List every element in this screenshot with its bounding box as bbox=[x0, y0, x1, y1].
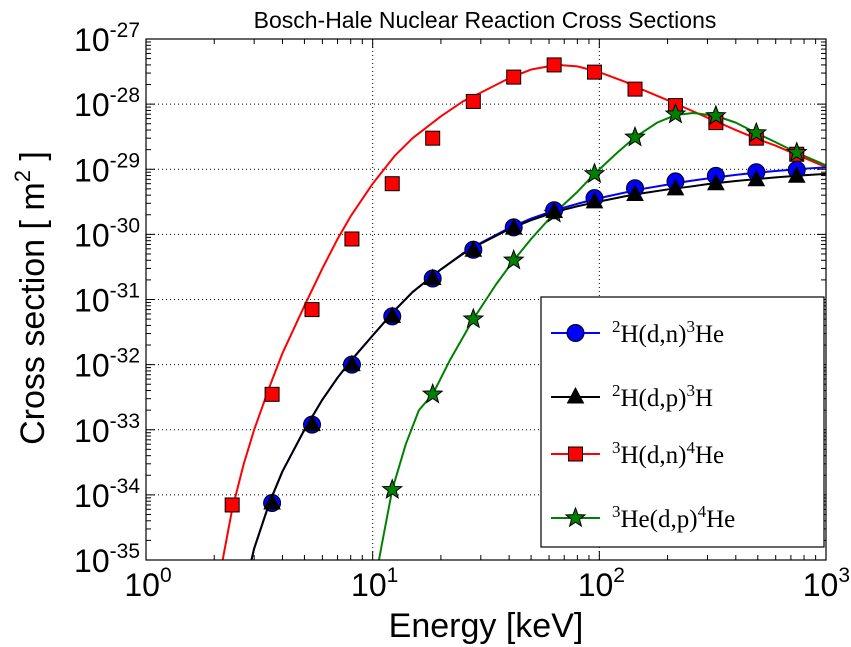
data-point bbox=[303, 414, 321, 432]
data-point bbox=[787, 166, 806, 183]
y-tick-label: 10-27 bbox=[74, 19, 140, 58]
legend-entry-label: 2H(d,p)3H bbox=[612, 381, 713, 412]
x-tick-label: 102 bbox=[578, 564, 625, 603]
series-line bbox=[377, 112, 826, 560]
data-point bbox=[627, 81, 643, 97]
data-point bbox=[705, 104, 727, 126]
data-point bbox=[343, 354, 361, 372]
y-axis-label-sup: 2 bbox=[10, 170, 35, 182]
data-point bbox=[545, 201, 563, 218]
markers bbox=[224, 57, 808, 513]
legend-entry-label: 3H(d,n)4He bbox=[612, 438, 724, 469]
legend-entry-label: 2H(d,n)3He bbox=[612, 317, 724, 348]
data-point bbox=[546, 57, 562, 73]
data-point bbox=[423, 268, 442, 286]
legend-entry-label: 3He(d,p)4He bbox=[612, 502, 735, 533]
data-point bbox=[381, 478, 404, 499]
data-point bbox=[666, 178, 685, 196]
y-tick-label: 10-29 bbox=[74, 149, 140, 188]
data-point bbox=[304, 302, 320, 318]
data-point bbox=[664, 102, 687, 124]
x-tick-label: 101 bbox=[351, 564, 398, 603]
data-point bbox=[344, 231, 360, 247]
data-point bbox=[747, 169, 766, 187]
y-tick-label: 10-35 bbox=[74, 540, 140, 579]
data-point bbox=[626, 184, 644, 201]
y-tick-label: 10-34 bbox=[74, 475, 140, 514]
data-point bbox=[384, 176, 400, 192]
data-point bbox=[586, 64, 602, 80]
y-tick-labels: 10-35 10-34 10-33 10-32 10-31 10-30 10-29 10-28… bbox=[74, 19, 140, 579]
y-axis-label-end: ] bbox=[14, 151, 52, 170]
data-point bbox=[745, 121, 768, 143]
chart-title: Bosch-Hale Nuclear Reaction Cross Sectio… bbox=[254, 7, 717, 33]
data-point bbox=[502, 248, 525, 270]
y-tick-label: 10-32 bbox=[74, 345, 140, 384]
x-tick-label: 100 bbox=[124, 564, 171, 603]
data-point bbox=[383, 306, 402, 323]
y-axis-label-main: Cross section [ m bbox=[14, 182, 52, 445]
legend-marker bbox=[564, 506, 587, 528]
y-tick-label: 10-28 bbox=[74, 84, 140, 123]
legend-marker bbox=[568, 446, 583, 462]
data-point bbox=[785, 141, 808, 162]
data-point bbox=[263, 492, 281, 510]
legend: 2H(d,n)3He 2H(d,p)3H 3H(d,n)4He 3He(d,p)4He bbox=[540, 296, 825, 548]
data-point bbox=[421, 382, 444, 404]
legend-marker bbox=[566, 324, 585, 342]
data-point bbox=[224, 497, 240, 513]
data-point bbox=[264, 386, 280, 402]
data-point bbox=[464, 240, 483, 257]
x-tick-labels: 100 101 102 103 bbox=[124, 564, 850, 603]
legend-box bbox=[540, 296, 825, 548]
x-axis-label: Energy [keV] bbox=[389, 607, 584, 645]
x-tick-label: 103 bbox=[803, 564, 850, 603]
y-axis-label: Cross section [ m2 ] bbox=[10, 151, 52, 445]
data-point bbox=[425, 130, 441, 146]
data-point bbox=[583, 162, 606, 184]
y-tick-label: 10-31 bbox=[74, 280, 140, 319]
data-point bbox=[585, 191, 604, 209]
y-tick-label: 10-30 bbox=[74, 214, 140, 253]
data-point bbox=[707, 173, 725, 191]
y-tick-label: 10-33 bbox=[74, 410, 140, 449]
data-point bbox=[465, 93, 481, 109]
data-point bbox=[504, 218, 523, 235]
data-point bbox=[624, 125, 646, 147]
legend-marker bbox=[566, 386, 585, 404]
data-point bbox=[506, 69, 522, 85]
data-point bbox=[462, 307, 485, 329]
